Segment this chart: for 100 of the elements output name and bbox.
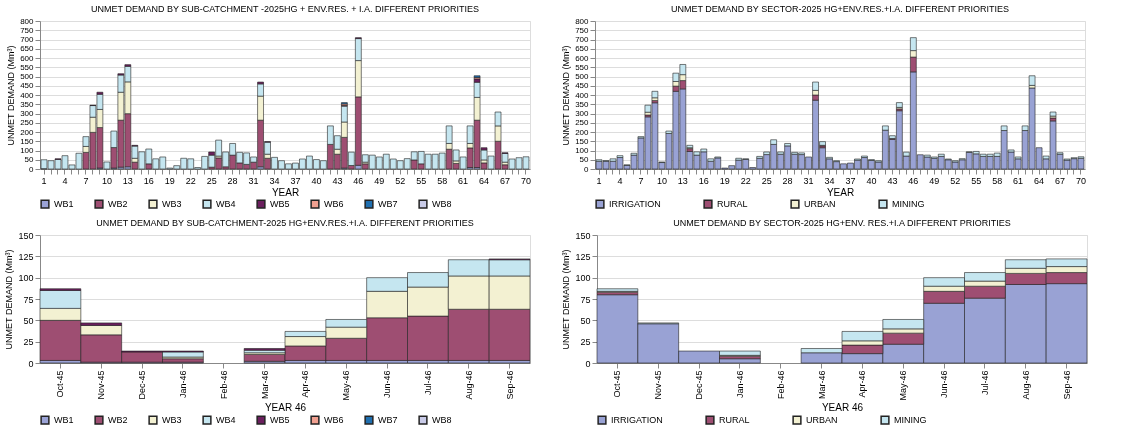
y-tick-label: 300 <box>575 109 590 118</box>
y-tick-label: 200 <box>20 127 35 137</box>
legend-label: WB2 <box>108 415 128 426</box>
x-tick-label: 10 <box>101 175 112 186</box>
y-tick-label: 550 <box>575 62 590 72</box>
y-tick-label: 50 <box>24 155 35 165</box>
y-axis-title: UNMET DEMAND (Mm³) <box>4 249 15 350</box>
legend-label: WB3 <box>162 415 182 426</box>
x-tick-label: 64 <box>1034 175 1045 186</box>
x-tick-label: Feb-46 <box>218 370 229 400</box>
x-tick-label: 28 <box>227 175 238 186</box>
x-tick-label: Jan-46 <box>177 370 188 399</box>
x-tick-label: 43 <box>332 175 343 186</box>
x-tick-label: Apr-46 <box>857 370 868 398</box>
y-tick-label: 0 <box>28 358 34 369</box>
y-tick-label: 150 <box>575 230 591 241</box>
x-tick-label: May-46 <box>341 370 352 401</box>
x-tick-label: 34 <box>824 175 835 186</box>
y-tick-label: 50 <box>579 155 590 165</box>
x-tick-label: 25 <box>761 175 772 186</box>
legend-label: WB4 <box>216 415 236 426</box>
y-tick-label: 700 <box>575 35 590 44</box>
x-tick-label: 49 <box>374 175 385 186</box>
legend-label: WB7 <box>378 415 398 426</box>
x-tick-label: Aug-46 <box>1020 370 1031 400</box>
y-tick-label: 150 <box>18 230 34 241</box>
x-tick-label: 67 <box>500 175 511 186</box>
y-tick-label: 0 <box>29 164 35 174</box>
legend-label: URBAN <box>804 199 836 210</box>
x-tick-label: 49 <box>929 175 940 186</box>
x-tick-label: 16 <box>143 175 154 186</box>
x-tick-label: 64 <box>479 175 490 186</box>
y-tick-label: 125 <box>575 251 591 262</box>
y-tick-label: 100 <box>575 146 590 155</box>
x-axis-title: YEAR 46 <box>264 401 307 413</box>
y-tick-label: 500 <box>20 72 35 81</box>
x-tick-label: 13 <box>677 175 688 186</box>
x-tick-label: 37 <box>845 175 856 186</box>
legend-label: WB6 <box>324 199 344 210</box>
y-tick-label: 350 <box>20 99 35 109</box>
legend-label: RURAL <box>717 199 748 210</box>
legend-label: WB5 <box>270 199 290 210</box>
legend-label: WB2 <box>108 199 128 210</box>
y-tick-label: 100 <box>575 273 591 284</box>
y-tick-label: 600 <box>575 53 590 63</box>
x-tick-label: Jun-46 <box>382 370 393 399</box>
legend-label: MINING <box>892 199 925 210</box>
x-tick-label: Sep-46 <box>1061 370 1072 400</box>
y-tick-label: 150 <box>575 136 590 146</box>
y-tick-label: 750 <box>575 25 590 35</box>
legend-label: WB5 <box>270 415 290 426</box>
x-tick-label: Nov-45 <box>653 370 664 400</box>
chart-title: UNMET DEMAND BY SUB-CATCHMENT -2025HG + ENV.RES. + I.A. DIFFERENT PRIORITIES <box>91 4 479 14</box>
legend-label: URBAN <box>806 415 838 426</box>
x-tick-label: Dec-45 <box>694 370 705 400</box>
y-tick-label: 75 <box>23 294 34 305</box>
x-tick-label: 46 <box>353 175 364 186</box>
y-tick-label: 350 <box>575 99 590 109</box>
y-tick-label: 650 <box>575 44 590 54</box>
y-axis-title: UNMET DEMAND (Mm³) <box>561 249 572 350</box>
x-tick-label: Dec-45 <box>137 370 148 400</box>
y-tick-label: 150 <box>20 136 35 146</box>
x-tick-label: 19 <box>164 175 175 186</box>
x-tick-label: 7 <box>638 175 644 186</box>
y-tick-label: 200 <box>575 127 590 137</box>
x-tick-label: 4 <box>617 175 623 186</box>
x-tick-label: 7 <box>83 175 89 186</box>
y-tick-label: 400 <box>20 90 35 100</box>
x-tick-label: Jul-46 <box>422 370 433 396</box>
y-tick-label: 700 <box>20 35 35 44</box>
x-tick-label: Sep-46 <box>504 370 515 400</box>
x-tick-label: Nov-45 <box>96 370 107 400</box>
y-tick-label: 50 <box>580 315 591 326</box>
x-tick-label: Oct-45 <box>612 370 623 398</box>
x-tick-label: 13 <box>122 175 133 186</box>
y-tick-label: 0 <box>585 358 591 369</box>
y-tick-label: 125 <box>18 251 34 262</box>
x-tick-label: Apr-46 <box>300 370 311 398</box>
x-tick-label: 25 <box>206 175 217 186</box>
legend-label: WB7 <box>378 199 398 210</box>
y-tick-label: 500 <box>575 72 590 81</box>
x-tick-label: 58 <box>437 175 448 186</box>
legend-label: IRRIGATION <box>611 415 663 426</box>
x-tick-label: 22 <box>740 175 751 186</box>
x-tick-label: Feb-46 <box>775 370 786 400</box>
legend-label: WB4 <box>216 199 236 210</box>
x-tick-label: Aug-46 <box>463 370 474 400</box>
y-tick-label: 250 <box>20 118 35 128</box>
x-tick-label: 46 <box>908 175 919 186</box>
y-tick-label: 450 <box>575 81 590 91</box>
x-tick-label: 1 <box>596 175 602 186</box>
x-axis-title: YEAR <box>271 186 300 198</box>
x-axis-title: YEAR <box>826 186 855 198</box>
x-tick-label: 40 <box>311 175 322 186</box>
x-tick-label: 4 <box>62 175 68 186</box>
legend-label: IRRIGATION <box>609 199 661 210</box>
legend-label: WB3 <box>162 199 182 210</box>
x-tick-label: 37 <box>290 175 301 186</box>
x-tick-label: 19 <box>719 175 730 186</box>
legend-label: WB1 <box>54 199 74 210</box>
